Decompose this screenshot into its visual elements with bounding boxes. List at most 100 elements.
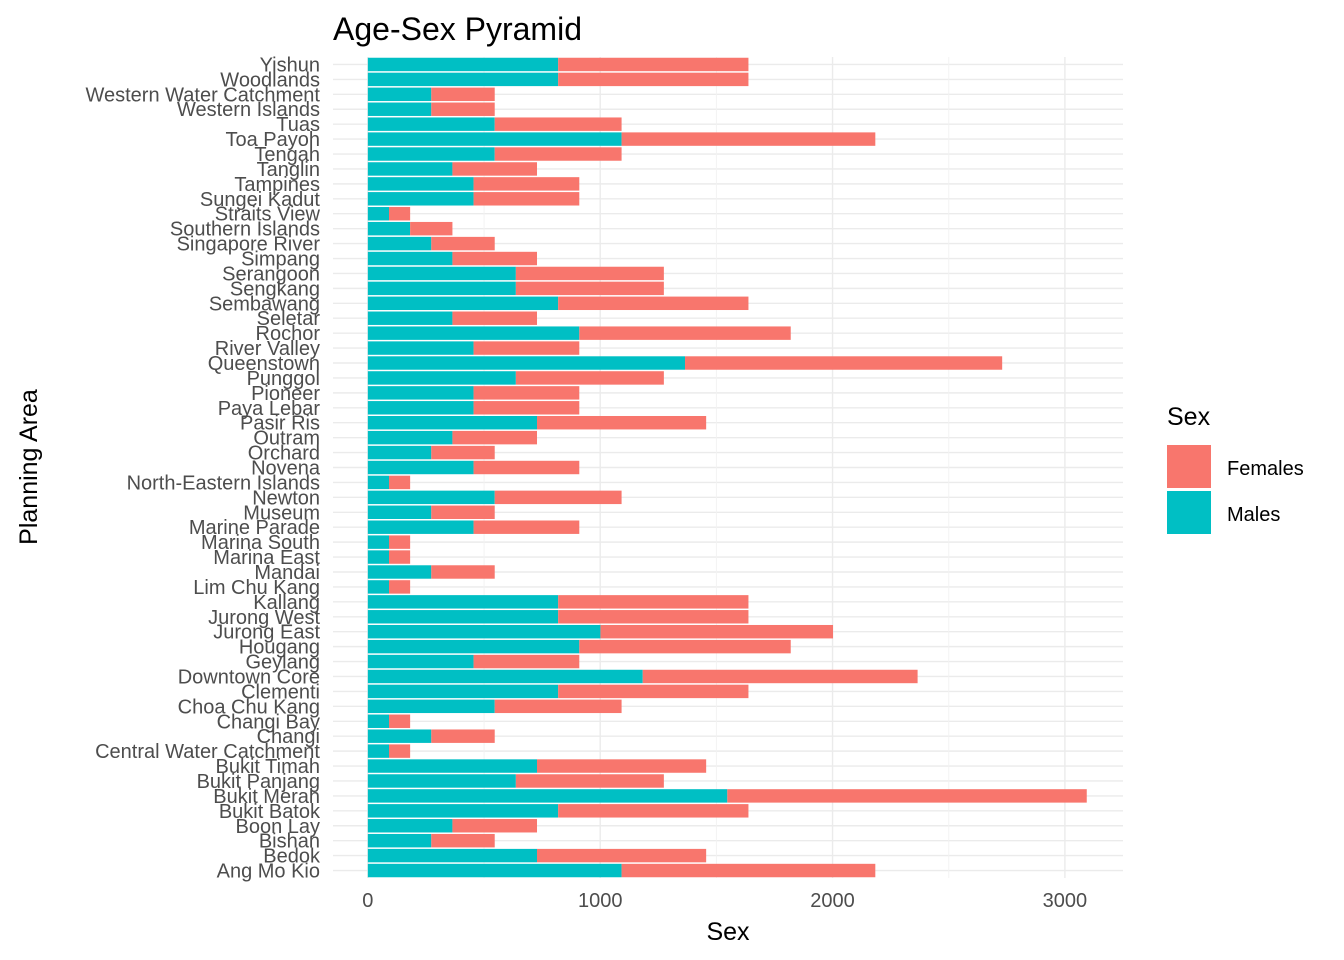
bar-females	[431, 729, 495, 743]
y-tick-label: Bukit Panjang	[197, 771, 320, 793]
bar-males	[367, 386, 474, 400]
bar-males	[367, 401, 474, 415]
bar-males	[367, 475, 389, 490]
bar-females	[515, 281, 664, 296]
bar-females	[494, 699, 622, 714]
bar-males	[367, 147, 495, 161]
bar-males	[367, 207, 389, 221]
y-tick-label: Bukit Timah	[216, 756, 320, 778]
bar-females	[537, 848, 707, 863]
y-tick-label: Straits View	[215, 204, 321, 226]
y-tick-label: Sembawang	[209, 293, 320, 315]
bar-females	[558, 296, 749, 311]
bar-females	[388, 580, 411, 594]
bar-females	[473, 401, 580, 415]
bar-females	[388, 744, 411, 758]
x-tick-label: 0	[362, 890, 373, 912]
bar-females	[473, 654, 580, 669]
bar-males	[367, 416, 538, 430]
bar-males	[367, 550, 389, 564]
bar-females	[621, 863, 876, 878]
bar-females	[388, 475, 411, 490]
bar-males	[367, 490, 495, 505]
bar-females	[494, 147, 622, 161]
bar-females	[452, 162, 538, 176]
bar-males	[367, 639, 580, 654]
bar-females	[515, 266, 664, 281]
bar-females	[452, 819, 538, 833]
bar-females	[473, 386, 580, 400]
y-tick-label: Queenstown	[208, 353, 320, 375]
bar-males	[367, 833, 432, 848]
y-tick-label: Seletar	[257, 308, 321, 330]
bar-females	[473, 192, 580, 206]
y-tick-label: Bishan	[259, 831, 320, 853]
bar-males	[367, 848, 538, 863]
bar-females	[431, 236, 495, 251]
y-axis-title: Planning Area	[15, 389, 43, 545]
bar-males	[367, 610, 559, 624]
bar-males	[367, 669, 643, 684]
y-tick-label: Mandai	[254, 562, 320, 584]
bar-females	[452, 251, 538, 266]
bar-males	[367, 162, 453, 176]
y-tick-label: Bukit Batok	[219, 801, 321, 823]
bar-males	[367, 356, 686, 370]
y-tick-label: Southern Islands	[170, 219, 320, 241]
bar-males	[367, 774, 516, 788]
bar-females	[558, 595, 749, 609]
y-tick-label: Yishun	[260, 54, 320, 76]
bar-males	[367, 281, 516, 296]
y-tick-label: Woodlands	[220, 69, 320, 91]
y-tick-label: Boon Lay	[235, 816, 320, 838]
bar-females	[410, 221, 453, 236]
bar-males	[367, 520, 474, 534]
y-tick-label: Jurong West	[208, 607, 320, 629]
bar-males	[367, 221, 411, 236]
y-tick-label: Lim Chu Kang	[193, 577, 320, 599]
bar-females	[600, 624, 834, 639]
bar-males	[367, 296, 559, 311]
y-tick-label: Museum	[243, 502, 320, 524]
bar-females	[558, 804, 749, 818]
legend-label-males: Males	[1227, 504, 1280, 526]
y-tick-label: Rochor	[256, 323, 321, 345]
bars	[367, 57, 1087, 878]
bar-females	[621, 132, 876, 146]
bar-males	[367, 819, 453, 833]
bar-males	[367, 430, 453, 445]
bar-males	[367, 729, 432, 743]
bar-males	[367, 251, 453, 266]
bar-males	[367, 744, 389, 758]
legend: Sex Females Males	[1167, 403, 1304, 534]
bar-females	[558, 684, 749, 699]
bar-males	[367, 445, 432, 460]
bar-females	[431, 505, 495, 519]
y-tick-label: Orchard	[248, 443, 320, 465]
chart-title: Age-Sex Pyramid	[333, 11, 582, 47]
bar-males	[367, 192, 474, 206]
bar-males	[367, 311, 453, 325]
bar-males	[367, 72, 559, 87]
y-tick-label: Kallang	[253, 592, 320, 614]
y-tick-label: Newton	[252, 487, 320, 509]
bar-females	[473, 460, 580, 475]
bar-males	[367, 580, 389, 594]
bar-females	[579, 326, 791, 340]
bar-males	[367, 684, 559, 699]
y-tick-label: Geylang	[246, 652, 321, 674]
bar-females	[537, 416, 707, 430]
y-tick-label: Novena	[251, 458, 321, 480]
y-tick-label: Western Islands	[177, 99, 320, 121]
bar-females	[431, 833, 495, 848]
bar-males	[367, 863, 622, 878]
bar-females	[388, 535, 411, 549]
legend-key-females	[1167, 445, 1211, 488]
legend-items: Females Males	[1167, 445, 1304, 534]
bar-females	[642, 669, 918, 684]
x-tick-label: 2000	[810, 890, 855, 912]
y-tick-label: Outram	[253, 428, 320, 450]
y-tick-label: Ang Mo Kio	[217, 861, 320, 883]
y-tick-label: Changi	[257, 726, 320, 748]
